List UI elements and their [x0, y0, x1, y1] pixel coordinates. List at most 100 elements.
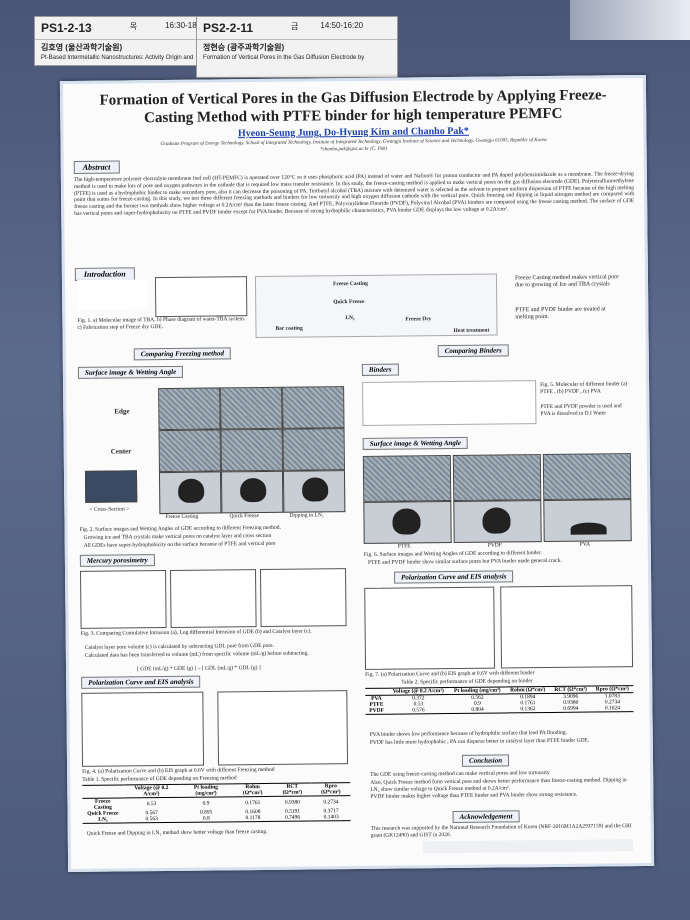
method-label: Quick Freeze — [229, 513, 259, 520]
table-cell: 0.1362 — [520, 706, 536, 713]
fig5-caption: Fig. 5. Molecular of different binder (a… — [540, 381, 628, 395]
cross-section-label: < Cross-Section > — [89, 506, 130, 513]
tag-day: 목 — [129, 22, 138, 31]
table-header: Pt loading (mg/cm²) — [179, 783, 233, 798]
table-cell: 0.804 — [471, 706, 484, 713]
sem-image — [158, 429, 221, 473]
session-tag-right: PS2-2-11 금 14:50-16:20 정현승 (광주과학기술원) For… — [196, 16, 398, 78]
binder-label: PVA — [579, 541, 591, 548]
tag-name: 김호영 (울산과학기술원) — [41, 43, 123, 52]
table-header: Rohm (Ω*cm²) — [232, 783, 274, 797]
tag-code: PS2-2-11 — [203, 21, 254, 35]
center-label: Center — [110, 447, 132, 456]
wetting-angle-image — [543, 499, 632, 543]
tag-time: 14:50-16:20 — [320, 21, 364, 30]
table-cell: 0.6994 — [563, 705, 579, 712]
binders-heading: Binders — [361, 363, 399, 376]
wetting-angle-image — [220, 470, 284, 514]
intro-label: Quick Freeze — [333, 298, 365, 306]
conclusion-bullet: PVDF binder makes higher voltage than PT… — [370, 791, 578, 800]
intro-caption: Fig. 1. a) Molecular image of TBA. b) Ph… — [77, 316, 246, 331]
intro-bullet: Freeze Casting method makes vertical por… — [514, 274, 619, 289]
table1: Voltage (@ 0.2 A/cm²) Pt loading (mg/cm²… — [82, 782, 351, 824]
sem-image — [542, 453, 632, 501]
surface-wetting-heading-2: Surface image & Wetting Angle — [362, 436, 469, 450]
surface-wetting-heading: Surface image & Wetting Angle — [77, 365, 184, 379]
table-cell: 0.2734 — [323, 799, 339, 806]
binder-eis-chart — [500, 585, 634, 669]
fig2-bullet: All GDEs have super-hydrophobicity on th… — [83, 540, 276, 549]
binder-label: PVDF — [487, 542, 502, 549]
abstract-text: The high-temperature polymer electrolyte… — [73, 171, 635, 217]
sem-image — [362, 455, 452, 502]
intro-label: Heat treatment — [453, 327, 490, 334]
table-row: LN₂ 0.563 0.8 0.1178 0.7496 0.1403 — [82, 814, 351, 824]
cross-section-image — [84, 470, 138, 503]
intro-label: LN₂ — [345, 315, 355, 322]
table-cell: 0.53 — [146, 801, 157, 808]
table-header: Voltage (@ 0.2 A/cm²) — [122, 784, 180, 798]
table-cell: 0.9 — [202, 800, 210, 807]
table-header: Rohm (Ω*cm²) — [505, 686, 551, 694]
polarization-curve-chart — [81, 691, 205, 767]
table-cell: 0.1024 — [604, 705, 621, 712]
tag-desc: Formation of Vertical Pores in the Gas D… — [203, 55, 365, 61]
acknowledgement-heading: Acknowledgement — [452, 810, 520, 824]
table-header — [82, 784, 124, 799]
poster-title: Formation of Vertical Pores in the Gas D… — [99, 87, 607, 127]
fig3-caption: Fig. 3. Comparing Cumulative Intrusion (… — [80, 628, 312, 637]
wetting-angle-image — [158, 471, 222, 515]
table-cell: 0.8 — [202, 815, 210, 822]
table-row: PVDF 0.576 0.804 0.1362 0.6994 0.1024 — [365, 705, 634, 715]
log-differential-intrusion-chart — [169, 569, 257, 628]
wetting-angle-image — [282, 470, 346, 513]
binder-structure-image — [362, 380, 537, 426]
method-label: Dipping in LN₂ — [289, 512, 324, 519]
polarization-heading-1: Polarization Curve and EIS analysis — [81, 675, 201, 689]
table-cell: 0.576 — [412, 707, 425, 714]
table-cell: LN₂ — [98, 816, 108, 823]
table-cell: 0.1178 — [245, 815, 261, 822]
table-cell: 0.7496 — [284, 814, 301, 821]
tag-name: 정현승 (광주과학기술원) — [203, 43, 285, 52]
intro-label: Freeze Dry — [405, 316, 432, 323]
binder-label: PTFE — [397, 543, 411, 550]
tag-day: 금 — [291, 22, 299, 31]
abstract-heading: Abstract — [73, 160, 120, 174]
wetting-angle-image — [453, 500, 542, 543]
tba-molecule-image — [76, 279, 148, 310]
fig3-bullet: Calculated data has been transferred to … — [84, 650, 309, 659]
fig3-formula: [ GDE (mL/g) * GDE (g) ] – [ GDL (mL/g) … — [137, 665, 261, 673]
table-cell: 0.9380 — [284, 799, 301, 806]
table-header: Pt loading (mg/cm²) — [448, 686, 506, 695]
edge-label: Edge — [114, 407, 130, 416]
catalyst-layer-intrusion-chart — [259, 568, 347, 628]
sem-image — [220, 428, 283, 472]
intro-bullet: PTFE and PVDF binder are treated at melt… — [515, 306, 606, 321]
table-header: RCT (Ω*cm²) — [549, 686, 592, 694]
window-light — [570, 0, 690, 40]
tag-time: 16:30-18:00 — [165, 21, 208, 30]
tag-code: PS1-2-13 — [41, 21, 92, 35]
polarization-heading-2: Polarization Curve and EIS analysis — [394, 570, 514, 584]
table2-bullet: PVDF has little more hydrophobic , PA ca… — [369, 737, 590, 746]
wetting-angle-image — [363, 501, 452, 544]
table1-bullet: Quick Freeze and Dipping in LN₂ method s… — [86, 828, 268, 837]
fig5-bullet: PTFE and PVDF powder is used and PVA is … — [540, 403, 622, 417]
tag-desc: Pt-Based Intermetallic Nanostructures: A… — [41, 55, 194, 61]
eis-chart — [217, 690, 349, 766]
research-poster: Formation of Vertical Pores in the Gas D… — [59, 74, 655, 873]
table-cell: 0.563 — [145, 816, 158, 823]
method-label: Freeze Casting — [165, 513, 199, 521]
table2: Voltage (@ 0.2 A/cm²) Pt loading (mg/cm²… — [365, 685, 634, 715]
intro-label: Bar coating — [275, 325, 303, 332]
table-header: Voltage (@ 0.2 A/cm²) — [387, 687, 450, 696]
sem-image — [220, 386, 283, 430]
mercury-heading: Mercury porosimetry — [79, 554, 155, 567]
table-cell: PVDF — [369, 707, 384, 714]
cumulative-intrusion-chart — [80, 570, 167, 629]
table-header: Rpro (Ω*cm²) — [591, 685, 634, 694]
table-cell: Freeze Casting — [93, 798, 112, 811]
acknowledgement-text: This research was supported by the Natio… — [370, 823, 632, 839]
comparing-freezing-heading: Comparing Freezing method — [133, 347, 232, 361]
